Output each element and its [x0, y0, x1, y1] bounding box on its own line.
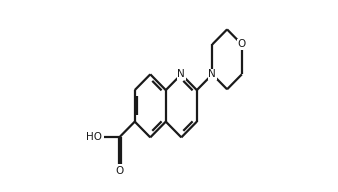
Text: N: N — [177, 69, 185, 79]
Text: O: O — [115, 166, 123, 176]
Text: HO: HO — [86, 132, 102, 142]
Text: O: O — [238, 39, 246, 49]
Text: N: N — [209, 69, 216, 79]
